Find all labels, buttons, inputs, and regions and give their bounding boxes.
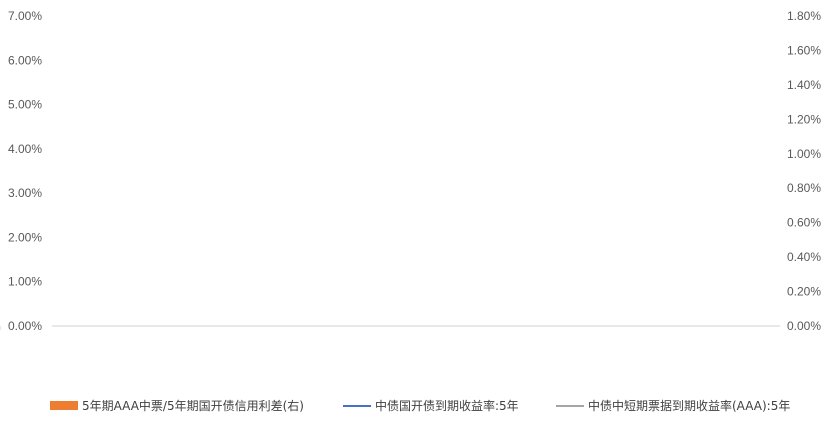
right-axis-ticks: 0.00% 0.20% 0.40% 0.60% 0.80% 1.00% 1.20% 1.40%… — [787, 9, 821, 333]
legend-label: 中债国开债到期收益率:5年 — [375, 398, 519, 413]
right-axis-tick-label: 0.20% — [787, 285, 821, 299]
right-axis-tick-label: 1.80% — [787, 9, 821, 23]
legend: 5年期AAA中票/5年期国开债信用利差(右) 中债国开债到期收益率:5年 中债中短期… — [50, 398, 790, 413]
right-axis-tick-label: 1.40% — [787, 78, 821, 92]
left-axis-tick-label: 2.00% — [8, 230, 42, 244]
right-axis-tick-label: 0.40% — [787, 250, 821, 264]
right-axis-tick-label: 1.00% — [787, 147, 821, 161]
right-axis-tick-label: 0.60% — [787, 216, 821, 230]
legend-swatch-area — [50, 401, 78, 410]
legend-label: 中债中短期票据到期收益率(AAA):5年 — [588, 398, 790, 413]
right-axis-tick-label: 0.80% — [787, 181, 821, 195]
right-axis-tick-label: 0.00% — [787, 319, 821, 333]
left-axis-ticks: 0.00% 1.00% 2.00% 3.00% 4.00% 5.00% 6.00% 7.00% — [8, 9, 42, 333]
left-axis-tick-label: 0.00% — [8, 319, 42, 333]
left-axis-tick-label: 1.00% — [8, 275, 42, 289]
left-axis-tick-label: 7.00% — [8, 9, 42, 23]
left-axis-tick-label: 6.00% — [8, 53, 42, 67]
right-axis-tick-label: 1.20% — [787, 112, 821, 126]
left-axis-tick-label: 4.00% — [8, 142, 42, 156]
legend-label: 5年期AAA中票/5年期国开债信用利差(右) — [82, 398, 304, 413]
left-axis-tick-label: 3.00% — [8, 186, 42, 200]
right-axis-tick-label: 1.60% — [787, 43, 821, 57]
left-axis-tick-label: 5.00% — [8, 98, 42, 112]
